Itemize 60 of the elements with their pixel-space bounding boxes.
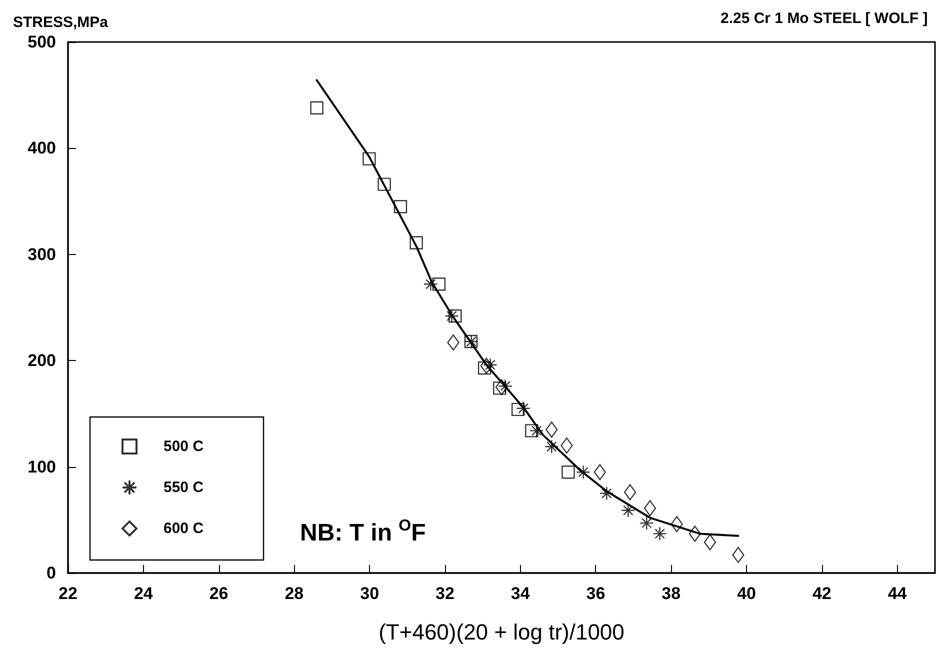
x-tick-label: 26 — [209, 584, 228, 603]
y-tick-label: 100 — [28, 457, 56, 476]
point — [516, 401, 530, 416]
y-tick-label: 400 — [28, 138, 56, 158]
x-tick-label: 40 — [737, 584, 756, 603]
point — [644, 500, 656, 516]
x-tick-label: 24 — [134, 584, 154, 603]
point — [483, 358, 498, 372]
point — [670, 516, 683, 532]
point — [493, 382, 506, 395]
x-tick-label: 32 — [435, 584, 454, 603]
x-tick-label: 36 — [586, 584, 606, 603]
legend-label: 550 C — [164, 479, 204, 496]
point — [378, 178, 391, 191]
point — [498, 378, 512, 394]
point — [444, 308, 459, 324]
point — [529, 424, 544, 438]
x-tick-label: 30 — [360, 584, 380, 603]
point — [432, 278, 446, 291]
point — [652, 526, 667, 541]
point — [594, 464, 606, 480]
x-tick-label: 38 — [662, 584, 681, 603]
point — [525, 424, 538, 438]
x-tick-label: 42 — [812, 584, 832, 603]
point — [480, 358, 493, 374]
point — [511, 402, 525, 416]
point — [424, 277, 438, 292]
point — [732, 546, 744, 564]
legend-label: 500 C — [164, 438, 204, 455]
point — [447, 334, 460, 351]
point — [640, 516, 654, 530]
x-axis-title: (T+460)(20 + log tr)/1000 — [378, 620, 624, 644]
point — [562, 466, 575, 479]
x-tick-label: 22 — [58, 584, 78, 603]
point — [688, 526, 701, 542]
point — [495, 379, 508, 396]
y-tick-label: 0 — [46, 564, 56, 582]
point — [544, 440, 559, 454]
x-tick-label: 44 — [888, 584, 908, 603]
y-tick-label: 300 — [28, 244, 56, 264]
legend-label: 600 C — [164, 520, 204, 537]
point — [576, 465, 590, 480]
point — [624, 484, 636, 500]
point — [546, 422, 558, 438]
point — [362, 152, 376, 166]
point — [410, 236, 423, 250]
point — [560, 437, 573, 454]
y-tick-label: 500 — [28, 32, 56, 52]
point — [394, 200, 408, 214]
point — [704, 534, 716, 550]
point — [310, 101, 324, 114]
x-tick-label: 28 — [284, 584, 304, 603]
y-tick-label: 200 — [28, 351, 56, 370]
point — [478, 361, 492, 375]
point — [448, 309, 462, 323]
point — [621, 503, 636, 518]
x-tick-label: 34 — [510, 584, 530, 603]
chart-title: 2.25 Cr 1 Mo STEEL [ WOLF ] — [720, 10, 928, 27]
y-axis-title: STRESS,MPa — [13, 14, 109, 31]
point — [600, 486, 614, 500]
